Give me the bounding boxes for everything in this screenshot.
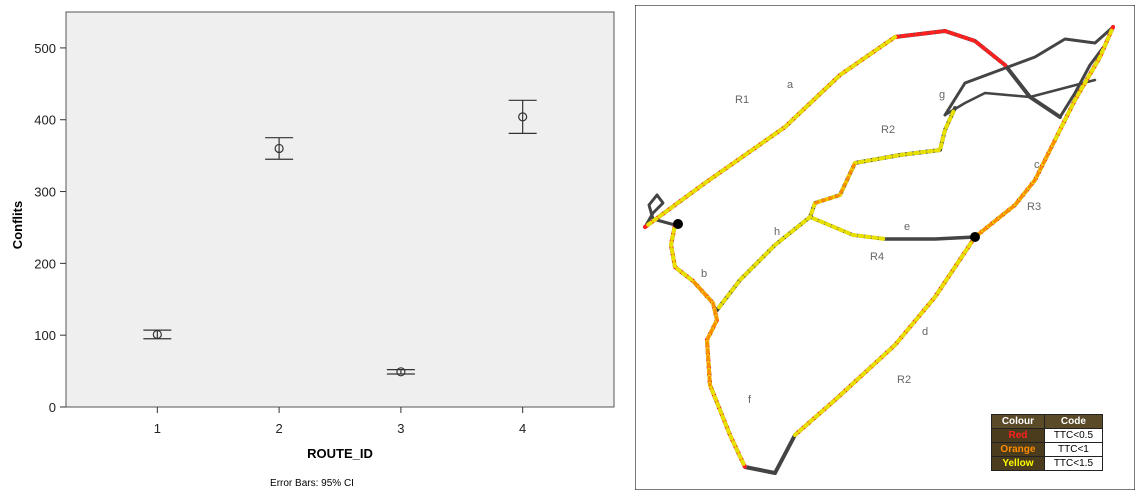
legend-code: TTC<0.5 [1043, 428, 1104, 443]
route-label: R2 [881, 124, 895, 136]
intersection-dot [970, 232, 980, 242]
x-tick-label: 3 [397, 421, 404, 436]
x-tick-label: 1 [154, 421, 161, 436]
legend-header-code: Code [1043, 414, 1104, 429]
segment-label: g [939, 89, 945, 101]
legend-row: Yellow TTC<1.5 [991, 456, 1104, 471]
route-label: R4 [870, 251, 884, 263]
road-top [943, 25, 1115, 119]
map-legend: Colour Code Red TTC<0.5 Orange TTC<1 Yel… [991, 414, 1104, 471]
mean-point [518, 112, 528, 122]
x-axis: 1 2 3 4 [154, 407, 526, 436]
y-tick-label: 200 [34, 256, 56, 271]
y-tick-label: 300 [34, 185, 56, 200]
conflict-yellow [643, 25, 1115, 469]
chart-note: Error Bars: 95% CI [270, 478, 354, 489]
y-tick-label: 0 [49, 400, 56, 415]
legend-code: TTC<1 [1043, 442, 1104, 457]
legend-row: Red TTC<0.5 [991, 428, 1104, 443]
y-tick-label: 400 [34, 113, 56, 128]
intersection-dot [673, 219, 683, 229]
error-bars [143, 99, 537, 377]
legend-code: TTC<1.5 [1043, 456, 1104, 471]
legend-colour-red: Red [991, 428, 1045, 443]
y-tick-label: 100 [34, 328, 56, 343]
y-axis-label: Conflits [10, 201, 25, 249]
route-label: R1 [735, 94, 749, 106]
segment-label: h [774, 226, 780, 238]
conflict-overlay [643, 25, 1115, 469]
mean-point [274, 143, 284, 154]
legend-header: Colour Code [991, 414, 1104, 429]
legend-row: Orange TTC<1 [991, 442, 1104, 457]
y-axis: 0 100 200 300 400 500 [34, 41, 66, 415]
route-label: R2 [897, 374, 911, 386]
segment-label: f [748, 394, 752, 406]
mean-point [152, 329, 162, 340]
route-map: R1 R2 R2 R3 R4 a b c d e f g h [634, 4, 1136, 491]
road-top2 [943, 78, 1097, 117]
x-axis-label: ROUTE_ID [307, 446, 373, 461]
plot-area [65, 11, 615, 408]
mean-point [396, 367, 406, 377]
legend-header-colour: Colour [991, 414, 1045, 429]
segment-label: d [922, 326, 928, 338]
segment-label: e [904, 221, 910, 233]
y-tick-label: 500 [34, 41, 56, 56]
segment-label: a [787, 79, 794, 91]
route-label: R3 [1027, 201, 1041, 213]
x-tick-label: 4 [519, 421, 526, 436]
conflict-orange [691, 138, 1057, 387]
segment-label: c [1034, 159, 1040, 171]
legend-colour-yellow: Yellow [991, 456, 1045, 471]
segment-label: b [701, 268, 707, 280]
route-map-svg: R1 R2 R2 R3 R4 a b c d e f g h [634, 4, 1136, 491]
legend-colour-orange: Orange [991, 442, 1045, 457]
x-tick-label: 2 [275, 421, 282, 436]
